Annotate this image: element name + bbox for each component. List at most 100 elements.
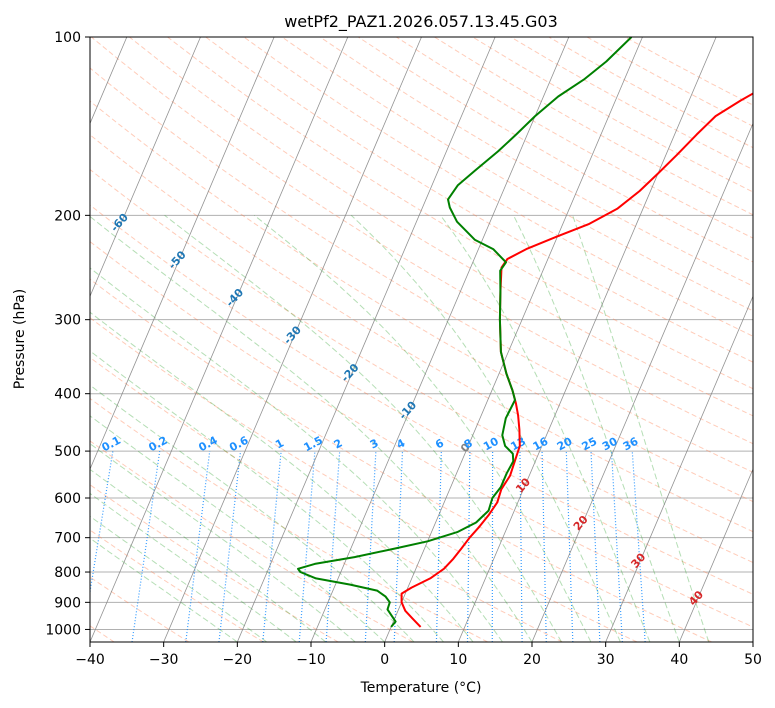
plot-area: -100-90-80-70-60-50-40-30-20-10010203040… bbox=[0, 37, 753, 642]
isotherm-label: -10 bbox=[396, 398, 419, 422]
mixing-ratio-label: 3 bbox=[368, 436, 381, 451]
mixing-ratio-label: 30 bbox=[600, 435, 620, 454]
isotherm-line bbox=[678, 468, 753, 642]
y-tick-label: 300 bbox=[54, 313, 81, 329]
x-tick-label: 0 bbox=[380, 652, 389, 668]
isotherm-label: -50 bbox=[166, 248, 189, 272]
moist-adiabat bbox=[164, 214, 562, 642]
sounding-series bbox=[297, 37, 753, 628]
dry-adiabat bbox=[90, 100, 753, 503]
y-tick-label: 700 bbox=[54, 531, 81, 547]
mixing-ratio-line bbox=[185, 451, 211, 642]
isotherm-label: 30 bbox=[628, 550, 648, 570]
y-tick-label: 800 bbox=[54, 565, 81, 581]
isotherm-line bbox=[752, 640, 753, 642]
isotherm-label: -20 bbox=[339, 361, 362, 385]
moist-adiabats bbox=[90, 214, 710, 642]
dry-adiabat bbox=[586, 37, 753, 127]
dry-adiabat bbox=[90, 241, 753, 628]
isotherm-line bbox=[531, 122, 753, 642]
mixing-ratio-label: 25 bbox=[580, 435, 600, 454]
moist-adiabat bbox=[90, 415, 386, 642]
dry-adiabat bbox=[205, 37, 753, 363]
isotherm-line bbox=[457, 37, 717, 642]
dry-adiabat bbox=[357, 37, 753, 263]
moist-adiabat bbox=[440, 215, 651, 642]
isotherm-label: 20 bbox=[571, 513, 591, 533]
x-tick-label: 50 bbox=[744, 652, 762, 668]
x-axis-label: Temperature (°C) bbox=[360, 680, 482, 696]
x-tick-label: −10 bbox=[296, 652, 326, 668]
isotherm-label: -60 bbox=[108, 211, 131, 235]
mixing-ratio-label: 36 bbox=[621, 435, 641, 454]
isotherm-line bbox=[310, 37, 570, 642]
x-tick-label: −40 bbox=[75, 652, 105, 668]
x-tick-label: 10 bbox=[449, 652, 467, 668]
mixing-ratio-line bbox=[364, 451, 377, 642]
isotherm-label: -70 bbox=[50, 173, 73, 197]
mixing-ratio-line bbox=[435, 451, 442, 642]
moist-adiabat bbox=[513, 215, 680, 642]
mixing-ratio-line bbox=[631, 451, 646, 642]
y-axis: 100 200 300 400 500 600 700 800 900 1000 bbox=[45, 30, 90, 638]
dry-adiabat bbox=[90, 440, 414, 642]
moist-adiabat bbox=[90, 515, 268, 642]
moist-adiabat bbox=[90, 468, 327, 642]
mixing-ratio-line bbox=[519, 451, 523, 642]
moist-adiabat bbox=[90, 537, 238, 642]
mixing-ratio-line bbox=[466, 451, 471, 642]
mixing-ratio-line bbox=[325, 451, 341, 642]
isotherm-line bbox=[90, 37, 201, 298]
dry-adiabat bbox=[90, 576, 190, 642]
dry-adiabat bbox=[434, 37, 753, 216]
dry-adiabats bbox=[90, 37, 753, 642]
x-axis: −40 −30 −20 −10 0 10 20 30 40 50 bbox=[75, 642, 762, 668]
dry-adiabat bbox=[90, 168, 753, 564]
dry-adiabat bbox=[90, 134, 753, 533]
dry-adiabat bbox=[90, 204, 753, 595]
dry-adiabat bbox=[510, 37, 753, 171]
isotherm-label: 10 bbox=[513, 475, 533, 495]
dry-adiabat bbox=[129, 37, 753, 417]
mixing-ratio-label: 20 bbox=[555, 435, 575, 454]
isotherm-label: 40 bbox=[686, 588, 706, 608]
mixing-ratio-label: 13 bbox=[508, 435, 528, 454]
moist-adiabat bbox=[90, 267, 503, 642]
dry-adiabat bbox=[90, 278, 712, 642]
y-tick-label: 400 bbox=[54, 387, 81, 403]
mixing-ratio-label: 4 bbox=[394, 436, 407, 451]
x-tick-label: −20 bbox=[223, 652, 253, 668]
dry-adiabat bbox=[243, 37, 753, 337]
dry-adiabat bbox=[167, 37, 753, 390]
isotherms bbox=[90, 37, 753, 642]
mixing-ratio-line bbox=[298, 451, 316, 642]
isotherm-line bbox=[163, 37, 422, 642]
mixing-ratio-line bbox=[218, 451, 242, 642]
isotherm-line bbox=[384, 37, 643, 642]
y-tick-label: 1000 bbox=[45, 622, 81, 638]
dry-adiabat bbox=[281, 37, 753, 312]
mixing-ratio-line bbox=[131, 451, 161, 642]
chart-title: wetPf2_PAZ1.2026.057.13.45.G03 bbox=[284, 12, 558, 32]
x-tick-label: 40 bbox=[670, 652, 688, 668]
moist-adiabat bbox=[253, 214, 592, 642]
mixing-ratio-line bbox=[590, 451, 601, 642]
moist-adiabat bbox=[90, 311, 474, 642]
dry-adiabat bbox=[90, 356, 563, 642]
mixing-ratio-label: 16 bbox=[531, 435, 551, 454]
moist-adiabat bbox=[90, 443, 356, 642]
moist-adiabat bbox=[90, 492, 297, 642]
x-tick-label: 30 bbox=[597, 652, 615, 668]
mixing-ratio-label: 1 bbox=[273, 436, 286, 451]
y-tick-label: 900 bbox=[54, 595, 81, 611]
isotherm-label: -80 bbox=[0, 135, 16, 159]
mixing-ratio-line bbox=[565, 451, 574, 642]
moist-adiabat bbox=[350, 214, 621, 642]
mixing-ratio-lines bbox=[90, 451, 646, 642]
moist-adiabat bbox=[90, 215, 533, 642]
moist-adiabat bbox=[572, 215, 710, 642]
mixing-ratio-line bbox=[393, 451, 404, 642]
mixing-ratio-line bbox=[610, 451, 623, 642]
isotherm-line bbox=[90, 37, 275, 471]
